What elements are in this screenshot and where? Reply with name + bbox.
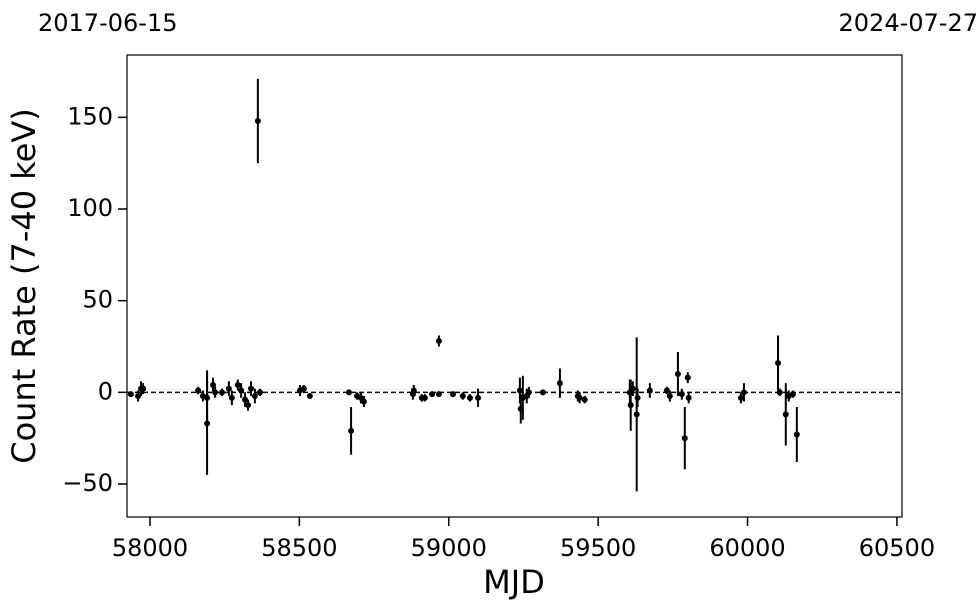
data-point xyxy=(633,411,640,418)
data-point xyxy=(646,387,653,394)
data-point xyxy=(140,385,147,392)
data-point xyxy=(421,394,428,401)
y-tick-label: 150 xyxy=(67,102,113,130)
data-point xyxy=(782,411,789,418)
start-date: 2017-06-15 xyxy=(38,9,177,37)
data-point xyxy=(410,387,417,394)
data-point xyxy=(793,431,800,438)
data-point xyxy=(737,394,744,401)
data-point xyxy=(435,391,442,398)
data-point xyxy=(681,435,688,442)
data-point xyxy=(212,389,219,396)
y-tick-label: 100 xyxy=(67,194,113,222)
y-tick-label: 50 xyxy=(82,286,113,314)
data-point xyxy=(228,394,235,401)
data-point xyxy=(634,394,641,401)
data-point xyxy=(234,382,241,388)
x-tick-label: 59500 xyxy=(560,534,636,562)
x-tick-label: 59000 xyxy=(411,534,487,562)
data-point xyxy=(225,385,232,392)
y-tick-label: 0 xyxy=(98,377,113,405)
x-tick-label: 58000 xyxy=(112,534,188,562)
data-point xyxy=(776,389,783,396)
data-point xyxy=(666,393,673,399)
data-point xyxy=(219,389,226,396)
plot-frame xyxy=(126,54,903,518)
data-point xyxy=(525,389,532,396)
data-point xyxy=(238,387,245,394)
data-point xyxy=(449,391,456,398)
data-point xyxy=(195,387,202,394)
y-axis-label: Count Rate (7-40 keV) xyxy=(5,108,43,463)
data-point xyxy=(210,382,217,388)
x-tick-label: 60500 xyxy=(859,534,935,562)
data-point xyxy=(348,427,355,434)
data-point xyxy=(256,389,263,396)
data-point xyxy=(251,393,258,399)
data-point xyxy=(576,394,583,401)
data-point xyxy=(247,385,254,392)
data-point xyxy=(127,391,134,398)
data-point xyxy=(459,393,466,399)
data-point xyxy=(629,385,636,392)
data-point xyxy=(684,374,691,381)
x-axis-label: MJD xyxy=(483,563,545,601)
data-point xyxy=(245,402,252,409)
data-point xyxy=(740,389,747,396)
end-date: 2024-07-27 xyxy=(839,9,978,37)
data-point xyxy=(789,391,796,398)
data-point xyxy=(435,338,442,344)
data-point xyxy=(306,393,313,399)
data-point xyxy=(466,394,473,401)
data-point xyxy=(345,389,352,396)
y-tick-label: −50 xyxy=(62,469,113,497)
data-point xyxy=(429,391,436,398)
data-point xyxy=(678,391,685,398)
data-point xyxy=(663,387,670,394)
data-point xyxy=(674,371,681,377)
data-point xyxy=(581,396,588,403)
data-point xyxy=(300,385,307,392)
data-point xyxy=(242,396,249,403)
data-point xyxy=(360,398,367,405)
data-point xyxy=(254,118,261,124)
data-point xyxy=(204,394,211,401)
data-point xyxy=(539,389,546,396)
data-point xyxy=(685,394,692,401)
data-point xyxy=(556,380,563,387)
x-tick-label: 60000 xyxy=(709,534,785,562)
x-tick-label: 58500 xyxy=(261,534,337,562)
data-point xyxy=(475,394,482,401)
data-point xyxy=(135,393,142,399)
data-point xyxy=(516,387,523,394)
data-point xyxy=(775,360,782,366)
data-point xyxy=(627,402,634,409)
